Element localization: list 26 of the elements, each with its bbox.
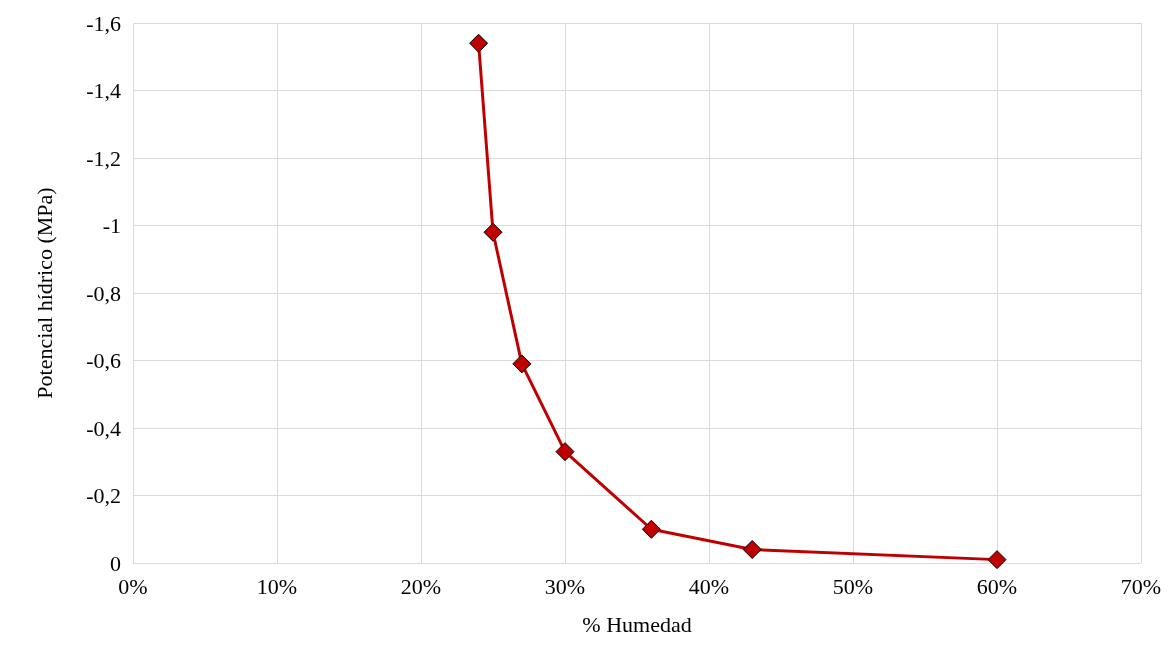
y-tick-label: -1	[102, 213, 121, 238]
y-tick-label: -1,6	[86, 10, 121, 36]
x-tick-label: 20%	[400, 573, 442, 599]
x-tick-label: 70%	[1120, 573, 1162, 599]
x-tick-label: 60%	[976, 573, 1018, 599]
y-tick-label: -0,8	[86, 280, 121, 306]
x-tick-label: 30%	[544, 573, 586, 599]
x-tick-label: 10%	[256, 573, 298, 599]
point	[483, 222, 503, 242]
y-tick-label: -0,2	[86, 483, 121, 508]
point	[469, 33, 489, 53]
x-tick-label: 50%	[832, 573, 874, 599]
point	[742, 540, 762, 559]
x-tick-label: 0%	[118, 573, 148, 599]
y-axis-title: Potencial hídrico (MPa)	[31, 187, 57, 399]
point	[987, 550, 1007, 570]
y-tick-label: -1,2	[86, 145, 121, 171]
x-axis-title: % Humedad	[582, 611, 692, 637]
point	[555, 442, 575, 462]
y-tick-label: -0,6	[86, 348, 121, 373]
point	[641, 519, 661, 539]
y-tick-label: 0	[110, 550, 121, 576]
y-tick-label: -0,4	[86, 415, 121, 441]
point	[512, 354, 532, 374]
x-tick-label: 40%	[688, 573, 730, 599]
y-tick-label: -1,4	[86, 78, 121, 103]
